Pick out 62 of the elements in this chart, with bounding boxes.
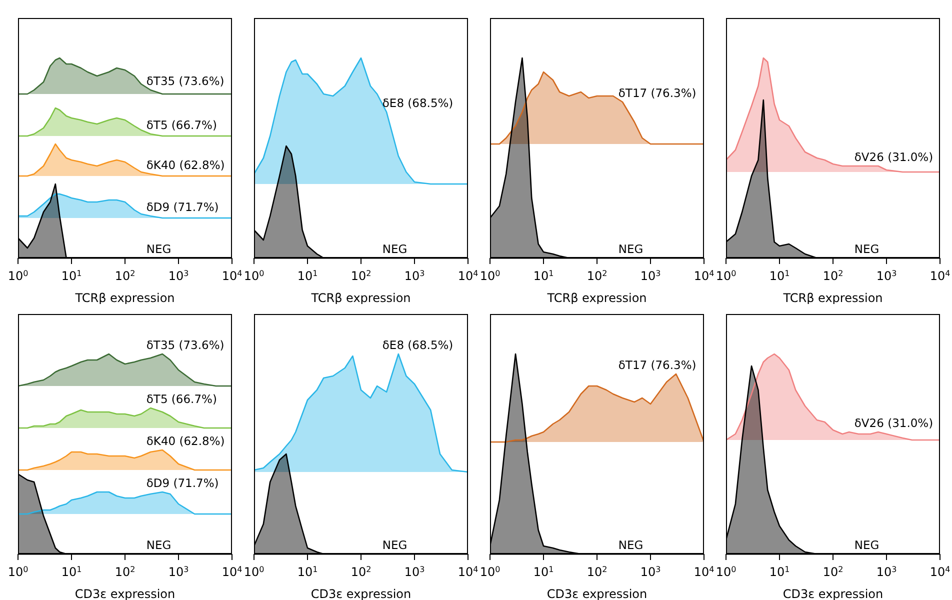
x-tick-label: 10$^{3}$: [404, 564, 425, 579]
series-label: NEG: [854, 242, 880, 256]
x-tick-label: 10$^{0}$: [716, 268, 736, 283]
x-tick-label: 10$^{4}$: [222, 268, 242, 283]
x-tick-label: 10$^{3}$: [168, 564, 189, 579]
x-tick-label: 10$^{1}$: [533, 564, 554, 579]
x-tick-label: 10$^{1}$: [297, 268, 318, 283]
x-tick-label: 10$^{2}$: [114, 268, 136, 283]
x-tick-label: 10$^{0}$: [480, 564, 500, 579]
x-tick-label: 10$^{2}$: [350, 564, 372, 579]
x-tick-label: 10$^{0}$: [480, 268, 500, 283]
x-tick-label: 10$^{4}$: [694, 268, 714, 283]
x-tick-label: 10$^{3}$: [168, 268, 189, 283]
series-label: δT5 (66.7%): [146, 118, 217, 132]
x-tick-label: 10$^{3}$: [640, 564, 661, 579]
x-tick-label: 10$^{2}$: [114, 564, 136, 579]
series-label: δK40 (62.8%): [146, 158, 225, 172]
x-tick-label: 10$^{1}$: [533, 268, 554, 283]
series-label: δT17 (76.3%): [618, 358, 696, 372]
series-label: δT35 (73.6%): [146, 338, 224, 352]
x-tick-label: 10$^{0}$: [716, 564, 736, 579]
series-label: δE8 (68.5%): [382, 96, 454, 110]
x-tick-label: 10$^{0}$: [244, 268, 264, 283]
x-tick-label: 10$^{1}$: [769, 564, 790, 579]
x-tick-label: 10$^{0}$: [8, 564, 28, 579]
x-tick-label: 10$^{4}$: [930, 268, 950, 283]
x-tick-label: 10$^{2}$: [586, 268, 608, 283]
x-tick-label: 10$^{1}$: [61, 564, 82, 579]
x-tick-label: 10$^{2}$: [586, 564, 608, 579]
x-tick-label: 10$^{3}$: [404, 268, 425, 283]
x-tick-label: 10$^{3}$: [640, 268, 661, 283]
x-tick-label: 10$^{2}$: [350, 268, 372, 283]
x-tick-label: 10$^{4}$: [458, 268, 478, 283]
series-label: δD9 (71.7%): [146, 476, 219, 490]
x-tick-label: 10$^{3}$: [876, 564, 897, 579]
x-tick-label: 10$^{4}$: [694, 564, 714, 579]
series-label: δE8 (68.5%): [382, 338, 454, 352]
x-tick-label: 10$^{2}$: [822, 268, 844, 283]
series-label: NEG: [146, 242, 172, 256]
series-label: δV26 (31.0%): [854, 416, 934, 430]
x-tick-label: 10$^{1}$: [769, 268, 790, 283]
x-tick-label: 10$^{2}$: [822, 564, 844, 579]
series-label: δT17 (76.3%): [618, 86, 696, 100]
series-label: δD9 (71.7%): [146, 200, 219, 214]
series-label: δV26 (31.0%): [854, 150, 934, 164]
series-label: NEG: [854, 538, 880, 552]
x-tick-label: 10$^{4}$: [458, 564, 478, 579]
series-label: NEG: [618, 242, 644, 256]
series-label: NEG: [382, 242, 408, 256]
series-label: δK40 (62.8%): [146, 434, 225, 448]
x-tick-label: 10$^{3}$: [876, 268, 897, 283]
series-label: δT35 (73.6%): [146, 74, 224, 88]
x-tick-label: 10$^{4}$: [222, 564, 242, 579]
series-label: δT5 (66.7%): [146, 392, 217, 406]
x-tick-label: 10$^{0}$: [244, 564, 264, 579]
x-tick-label: 10$^{4}$: [930, 564, 950, 579]
series-label: NEG: [146, 538, 172, 552]
x-tick-label: 10$^{0}$: [8, 268, 28, 283]
x-tick-label: 10$^{1}$: [297, 564, 318, 579]
series-label: NEG: [618, 538, 644, 552]
x-tick-label: 10$^{1}$: [61, 268, 82, 283]
series-label: NEG: [382, 538, 408, 552]
